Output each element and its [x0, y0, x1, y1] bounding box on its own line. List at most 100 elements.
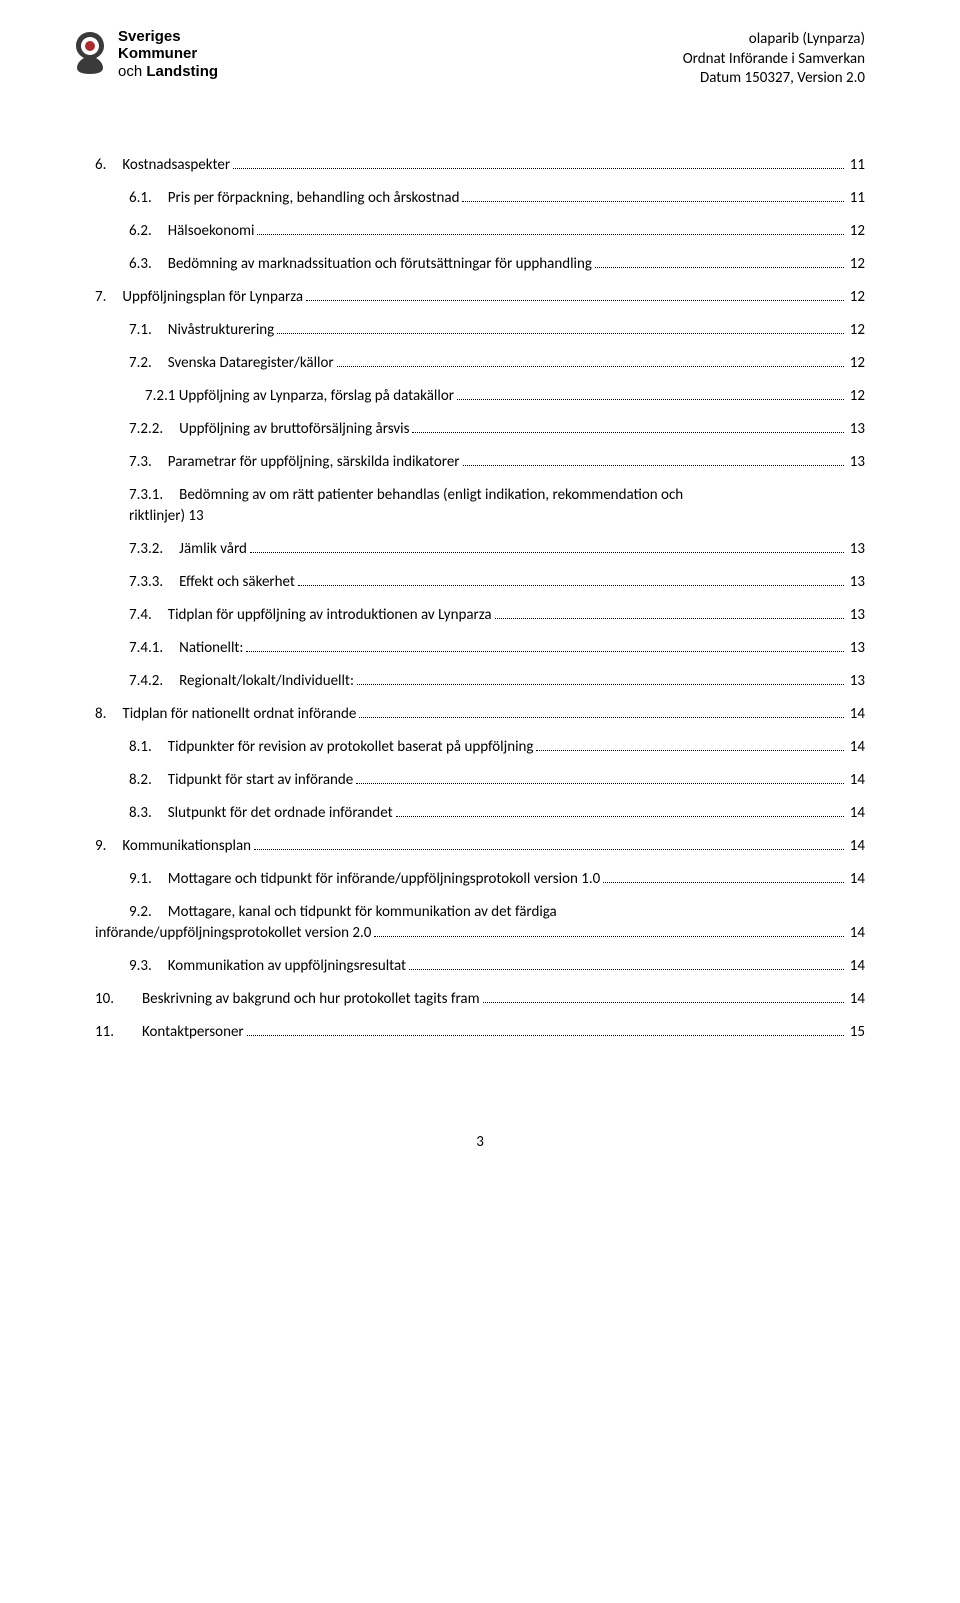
toc-entry: 7.4.Tidplan för uppföljning av introdukt… — [129, 605, 865, 626]
toc-leader-dots — [233, 168, 844, 169]
toc-page: 14 — [847, 923, 865, 944]
toc-title: Nationellt: — [179, 638, 243, 659]
toc-number: 11. — [95, 1022, 142, 1043]
toc-entry: 7.4.2.Regionalt/lokalt/Individuellt:13 — [129, 671, 865, 692]
toc-entry: 9.3.Kommunikation av uppföljningsresulta… — [129, 956, 865, 977]
toc-title: Mottagare, kanal och tidpunkt för kommun… — [168, 902, 557, 923]
toc-title: Bedömning av om rätt patienter behandlas… — [179, 485, 683, 506]
toc-title: Tidplan för uppföljning av introduktione… — [168, 605, 492, 626]
toc-entry: 7.Uppföljningsplan för Lynparza 12 — [95, 287, 865, 308]
toc-number: 7.4.2. — [129, 671, 179, 692]
toc-leader-dots — [359, 717, 843, 718]
toc-entry: 8.1.Tidpunkter för revision av protokoll… — [129, 737, 865, 758]
toc-title: Tidplan för nationellt ordnat införande — [122, 704, 356, 725]
toc-number: 9.3. — [129, 956, 168, 977]
toc-page: 14 — [847, 737, 865, 758]
toc-entry: 9.Kommunikationsplan14 — [95, 836, 865, 857]
header-line2: Ordnat Införande i Samverkan — [683, 50, 865, 70]
toc-leader-dots — [337, 366, 844, 367]
toc-number: 8.3. — [129, 803, 168, 824]
toc-leader-dots — [457, 399, 844, 400]
toc-title: Slutpunkt för det ordnade införandet — [168, 803, 393, 824]
toc-leader-dots — [409, 969, 844, 970]
toc-leader-dots — [298, 585, 844, 586]
toc-page: 15 — [847, 1022, 865, 1043]
toc-entry: 7.2.2.Uppföljning av bruttoförsäljning å… — [129, 419, 865, 440]
toc-number: 9.2. — [129, 902, 168, 923]
toc-page: 14 — [847, 803, 865, 824]
toc-leader-dots — [356, 783, 844, 784]
toc-title: Tidpunkt för start av införande — [168, 770, 353, 791]
logo-line2: Kommuner — [118, 45, 197, 62]
toc-page: 13 — [847, 638, 865, 659]
toc-number: 7.3.2. — [129, 539, 179, 560]
toc-page: 12 — [847, 254, 865, 275]
toc-number: 6.1. — [129, 188, 168, 209]
toc-title: Tidpunkter för revision av protokollet b… — [168, 737, 534, 758]
toc-title: Parametrar för uppföljning, särskilda in… — [168, 452, 460, 473]
toc-title: Mottagare och tidpunkt för införande/upp… — [168, 869, 600, 890]
logo-line3a: och — [118, 63, 146, 80]
toc-title: Nivåstrukturering — [168, 320, 274, 341]
toc-number: 10. — [95, 989, 142, 1010]
document-page: Sveriges Kommuner och Landsting olaparib… — [0, 0, 960, 1201]
toc-page: 13 — [847, 605, 865, 626]
toc-page: 14 — [847, 704, 865, 725]
toc-title: Uppföljningsplan för Lynparza — [122, 287, 303, 308]
toc-leader-dots — [595, 267, 844, 268]
toc-entry: 6.1.Pris per förpackning, behandling och… — [129, 188, 865, 209]
toc-entry: 7.3.Parametrar för uppföljning, särskild… — [129, 452, 865, 473]
toc-title: Kostnadsaspekter — [122, 155, 230, 176]
toc-title-line2: riktlinjer) 13 — [129, 506, 204, 527]
toc-leader-dots — [277, 333, 844, 334]
toc-page: 13 — [847, 419, 865, 440]
toc-page: 14 — [847, 770, 865, 791]
toc-entry: 8.3.Slutpunkt för det ordnade införandet… — [129, 803, 865, 824]
toc-leader-dots — [357, 684, 844, 685]
toc-number: 9.1. — [129, 869, 168, 890]
skl-logo-icon — [70, 28, 110, 76]
toc-entry: 9.1.Mottagare och tidpunkt för införande… — [129, 869, 865, 890]
toc-number: 7.1. — [129, 320, 168, 341]
toc-entry: 6.Kostnadsaspekter11 — [95, 155, 865, 176]
toc-page: 12 — [847, 386, 865, 407]
logo-line1: Sveriges — [118, 28, 181, 45]
toc-page: 13 — [847, 539, 865, 560]
toc-number: 8.1. — [129, 737, 168, 758]
toc-leader-dots — [257, 234, 843, 235]
toc-title-line2: införande/uppföljningsprotokollet versio… — [95, 923, 371, 944]
toc-page: 14 — [847, 869, 865, 890]
logo-line3b: Landsting — [146, 63, 218, 80]
toc-number: 9. — [95, 836, 122, 857]
toc-entry: 7.3.1.Bedömning av om rätt patienter beh… — [129, 485, 865, 527]
toc-title: Hälsoekonomi — [168, 221, 255, 242]
toc-page: 13 — [847, 572, 865, 593]
toc-title: Jämlik vård — [179, 539, 247, 560]
toc-number: 7. — [95, 287, 122, 308]
toc-number: 7.3.3. — [129, 572, 179, 593]
toc-entry: 7.3.2.Jämlik vård 13 — [129, 539, 865, 560]
toc-number: 6.3. — [129, 254, 168, 275]
toc-entry: 7.2.1 Uppföljning av Lynparza, förslag p… — [129, 386, 865, 407]
toc-leader-dots — [536, 750, 843, 751]
toc-entry: 6.2.Hälsoekonomi12 — [129, 221, 865, 242]
toc-page: 14 — [847, 956, 865, 977]
logo-block: Sveriges Kommuner och Landsting — [70, 28, 218, 80]
toc-title: Bedömning av marknadssituation och förut… — [168, 254, 592, 275]
header-line1: olaparib (Lynparza) — [683, 30, 865, 50]
toc-entry: 7.2.Svenska Dataregister/källor12 — [129, 353, 865, 374]
toc-entry: 7.4.1.Nationellt:13 — [129, 638, 865, 659]
toc-number: 7.2. — [129, 353, 168, 374]
toc-page: 14 — [847, 836, 865, 857]
toc-leader-dots — [462, 201, 843, 202]
logo-text: Sveriges Kommuner och Landsting — [118, 28, 218, 80]
toc-number: 6. — [95, 155, 122, 176]
header-right: olaparib (Lynparza) Ordnat Införande i S… — [683, 30, 865, 89]
toc-leader-dots — [247, 1035, 844, 1036]
toc-title: Uppföljning av bruttoförsäljning årsvis — [179, 419, 409, 440]
toc-number: 7.3.1. — [129, 485, 179, 506]
toc-number: 7.4. — [129, 605, 168, 626]
toc-number: 7.2.2. — [129, 419, 179, 440]
toc-leader-dots — [250, 552, 844, 553]
toc-page: 12 — [847, 287, 865, 308]
